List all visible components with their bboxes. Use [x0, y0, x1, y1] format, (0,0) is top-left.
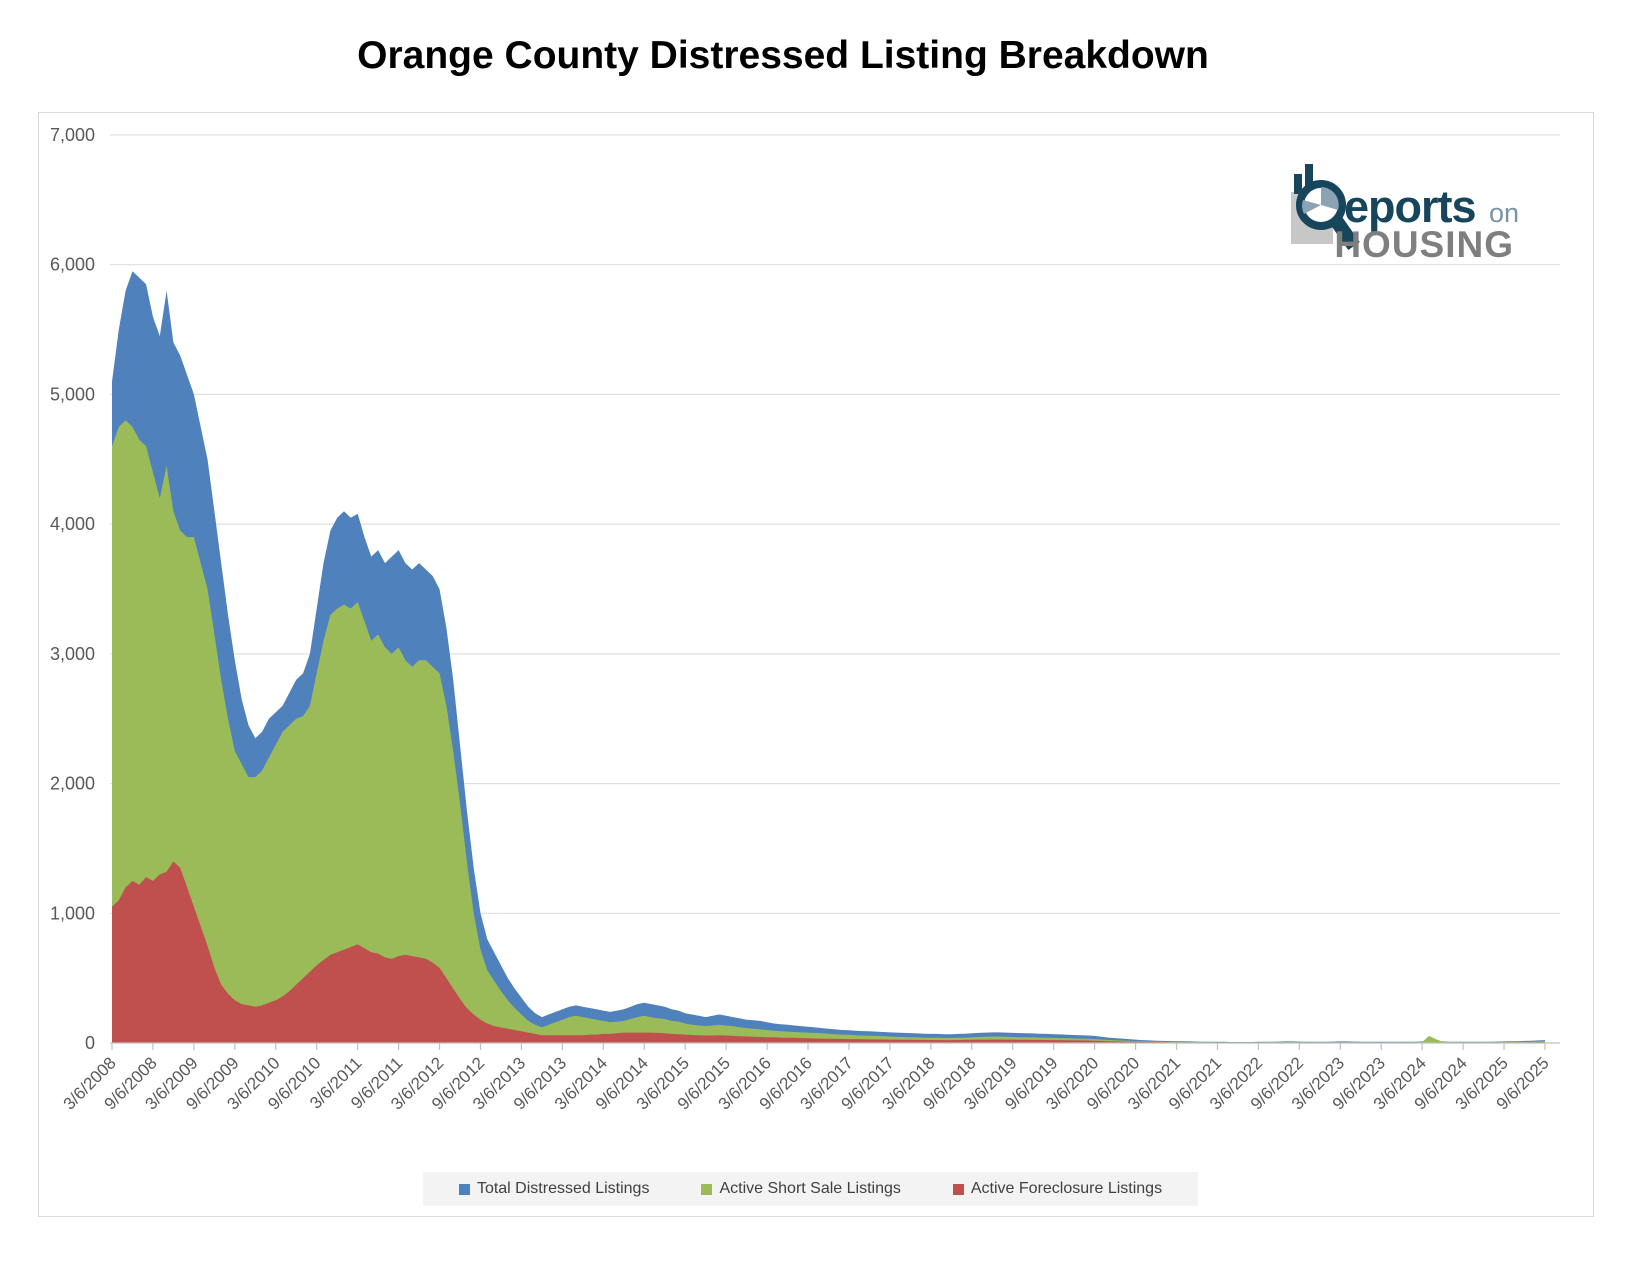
legend-item-short-sale: Active Short Sale Listings — [701, 1180, 901, 1198]
y-axis-label: 0 — [85, 1033, 95, 1053]
page-title: Orange County Distressed Listing Breakdo… — [357, 34, 1209, 77]
logo-text-on: on — [1489, 198, 1519, 228]
logo-bar-tall-icon — [1305, 164, 1313, 194]
series-area-0 — [112, 271, 1545, 1043]
x-axis-labels: 3/6/20089/6/20083/6/20099/6/20093/6/2010… — [60, 1053, 1553, 1113]
y-axis-labels: 0 1,000 2,000 3,000 4,000 5,000 6,000 7,000 — [50, 125, 95, 1053]
series-areas — [112, 271, 1545, 1043]
legend-swatch-foreclosure-icon — [952, 1183, 964, 1195]
legend-swatch-total-icon — [458, 1183, 470, 1195]
y-axis-label: 3,000 — [50, 644, 95, 664]
series-area-2 — [112, 861, 1545, 1043]
legend-item-foreclosure: Active Foreclosure Listings — [952, 1180, 1163, 1198]
logo-mark — [1291, 164, 1360, 251]
y-axis-label: 5,000 — [50, 384, 95, 404]
y-axis-label: 2,000 — [50, 774, 95, 794]
y-axis-label: 1,000 — [50, 903, 95, 923]
y-axis-label: 4,000 — [50, 514, 95, 534]
y-axis-label: 7,000 — [50, 125, 95, 145]
legend-label-foreclosure: Active Foreclosure Listings — [970, 1180, 1163, 1197]
reports-on-housing-logo: eports on HOUSING — [1291, 164, 1519, 265]
pie-slice-icon — [1321, 187, 1339, 210]
legend-swatch-short-sale-icon — [701, 1183, 713, 1195]
series-area-1 — [112, 420, 1545, 1043]
legend-item-total-distressed: Total Distressed Listings — [458, 1180, 650, 1198]
magnifier-handle-icon — [1329, 214, 1360, 251]
logo-text-reports: eports — [1344, 181, 1476, 232]
logo-bar-short-icon — [1294, 174, 1302, 194]
logo-text-housing: HOUSING — [1334, 224, 1514, 265]
y-axis-label: 6,000 — [50, 255, 95, 275]
legend: Total Distressed Listings Active Short S… — [423, 1172, 1198, 1206]
pie-slice-icon — [1302, 200, 1321, 214]
legend-label-short-sale: Active Short Sale Listings — [719, 1180, 901, 1197]
legend-label-total: Total Distressed Listings — [476, 1180, 650, 1197]
x-axis — [110, 1042, 1560, 1050]
